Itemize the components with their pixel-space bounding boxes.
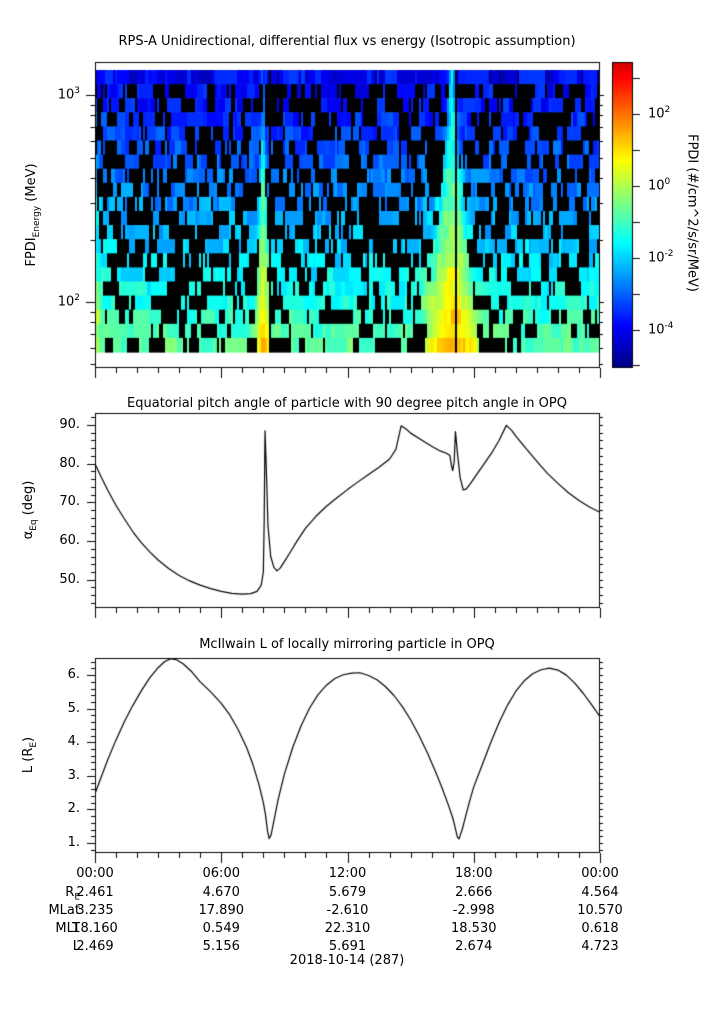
table-value: 2.666 [455, 885, 493, 900]
l-shell-y-tick-label: 5. [67, 700, 80, 716]
spectrogram-title: RPS-A Unidirectional, differential flux … [118, 34, 576, 49]
x-tick-time-label: 18:00 [455, 866, 493, 881]
colorbar-label: FPDI (#/cm^2/s/sr/MeV) [684, 134, 700, 292]
y-label-subscript: Eq [28, 519, 39, 531]
x-tick-time-label: 06:00 [202, 866, 240, 881]
table-row-label: L [72, 939, 80, 954]
pitch-angle-title: Equatorial pitch angle of particle with … [127, 396, 567, 411]
date-label: 2018-10-14 (287) [289, 953, 405, 968]
pitch-angle-y-tick-label: 80. [59, 455, 80, 471]
l-shell-y-tick-label: 1. [67, 834, 80, 850]
table-value: 3.235 [76, 903, 114, 918]
pitch-angle-y-tick-label: 70. [59, 494, 80, 510]
colorbar-tick-label: 10-4 [648, 320, 674, 337]
table-row-label: MLat [48, 903, 80, 918]
table-value: 10.570 [577, 903, 623, 918]
table-value: 2.469 [76, 939, 114, 954]
spectrogram-y-axis-label: FPDIEnergy (MeV) [24, 163, 42, 266]
row-label-subscript: E [74, 892, 80, 903]
table-value: 0.618 [581, 921, 619, 936]
l-shell-y-tick-label: 6. [67, 667, 80, 683]
table-value: 4.723 [581, 939, 619, 954]
pitch-angle-y-tick-label: 60. [59, 533, 80, 549]
table-value: 2.674 [455, 939, 493, 954]
table-value: 18.160 [72, 921, 118, 936]
table-value: -2.998 [452, 903, 495, 918]
spectrogram-y-tick-label: 103 [57, 86, 80, 103]
mcilwain-l-title: McIlwain L of locally mirroring particle… [199, 637, 495, 652]
table-value: 18.530 [451, 921, 497, 936]
exponent: 2 [664, 104, 671, 115]
l-shell-y-axis-label: L (RE) [21, 737, 39, 773]
y-label-unit: (MeV) [24, 163, 40, 206]
table-value: -2.610 [326, 903, 369, 918]
l-shell-y-tick-label: 3. [67, 767, 80, 783]
y-label-unit: (deg) [21, 480, 37, 520]
exponent: 3 [74, 86, 80, 97]
table-value: 22.310 [324, 921, 371, 936]
pitch-angle-y-axis-label: αEq (deg) [21, 481, 39, 540]
exponent: -2 [664, 248, 674, 259]
y-label-text: α [21, 530, 37, 540]
x-tick-time-label: 12:00 [328, 866, 367, 881]
table-row-label: RE [65, 885, 80, 903]
table-value: 4.670 [202, 885, 240, 900]
exponent: -4 [664, 320, 674, 331]
colorbar-tick-label: 10-2 [648, 248, 674, 265]
table-value: 0.549 [202, 921, 240, 936]
exponent: 2 [74, 293, 80, 304]
y-label-text: FPDI [24, 237, 40, 267]
table-value: 17.890 [198, 903, 245, 918]
y-label-subscript: Energy [31, 205, 42, 238]
table-value: 5.691 [328, 939, 367, 954]
colorbar-tick-label: 102 [648, 104, 671, 122]
y-label-subscript: E [28, 741, 39, 748]
exponent: 0 [664, 176, 671, 187]
colorbar-tick-label: 100 [648, 176, 671, 194]
table-value: 2.461 [76, 885, 114, 900]
y-label-unit: ) [21, 736, 37, 742]
table-value: 4.564 [581, 885, 619, 900]
table-value: 5.679 [328, 885, 367, 900]
pitch-angle-y-tick-label: 90. [59, 416, 80, 432]
x-tick-time-label: 00:00 [76, 866, 114, 881]
l-shell-y-tick-label: 4. [67, 734, 80, 750]
y-label-text: L (R [21, 747, 37, 774]
l-shell-y-tick-label: 2. [67, 801, 80, 817]
x-tick-time-label: 00:00 [581, 866, 619, 881]
spectrogram-y-tick-label: 102 [57, 293, 80, 310]
table-row-label: MLT [55, 921, 80, 936]
table-value: 5.156 [202, 939, 240, 954]
pitch-angle-y-tick-label: 50. [59, 571, 80, 587]
